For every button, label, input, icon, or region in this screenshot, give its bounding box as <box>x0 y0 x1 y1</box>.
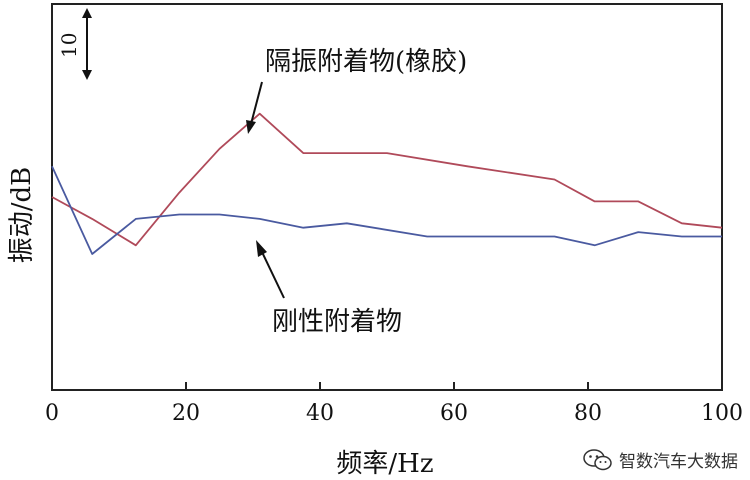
series-line-rigid <box>51 165 722 255</box>
annotation-rigid: 刚性附着物 <box>272 307 402 337</box>
series-line-rubber <box>51 112 723 247</box>
x-tick-label: 40 <box>306 401 334 426</box>
watermark-text: 智数汽车大数据 <box>619 452 738 472</box>
annotation-arrow-rubber <box>246 81 263 134</box>
scale-bar-label: 10 <box>57 33 81 58</box>
x-axis-ticks: 0 20 40 60 80 100 <box>45 382 743 426</box>
x-tick-label: 0 <box>45 401 59 426</box>
y-axis-label: 振动/dB <box>7 167 37 264</box>
series-layer <box>51 112 723 255</box>
wechat-icon <box>583 448 612 470</box>
x-tick-label: 100 <box>701 401 743 426</box>
watermark: 智数汽车大数据 <box>583 447 738 472</box>
x-axis-label: 频率/Hz <box>336 449 433 479</box>
annotation-rubber: 隔振附着物(橡胶) <box>265 47 467 77</box>
x-tick-label: 80 <box>574 401 602 426</box>
annotation-arrow-rigid <box>256 240 285 299</box>
x-tick-label: 60 <box>440 401 468 426</box>
scale-bar: 10 <box>57 8 92 80</box>
x-tick-label: 20 <box>172 401 200 426</box>
